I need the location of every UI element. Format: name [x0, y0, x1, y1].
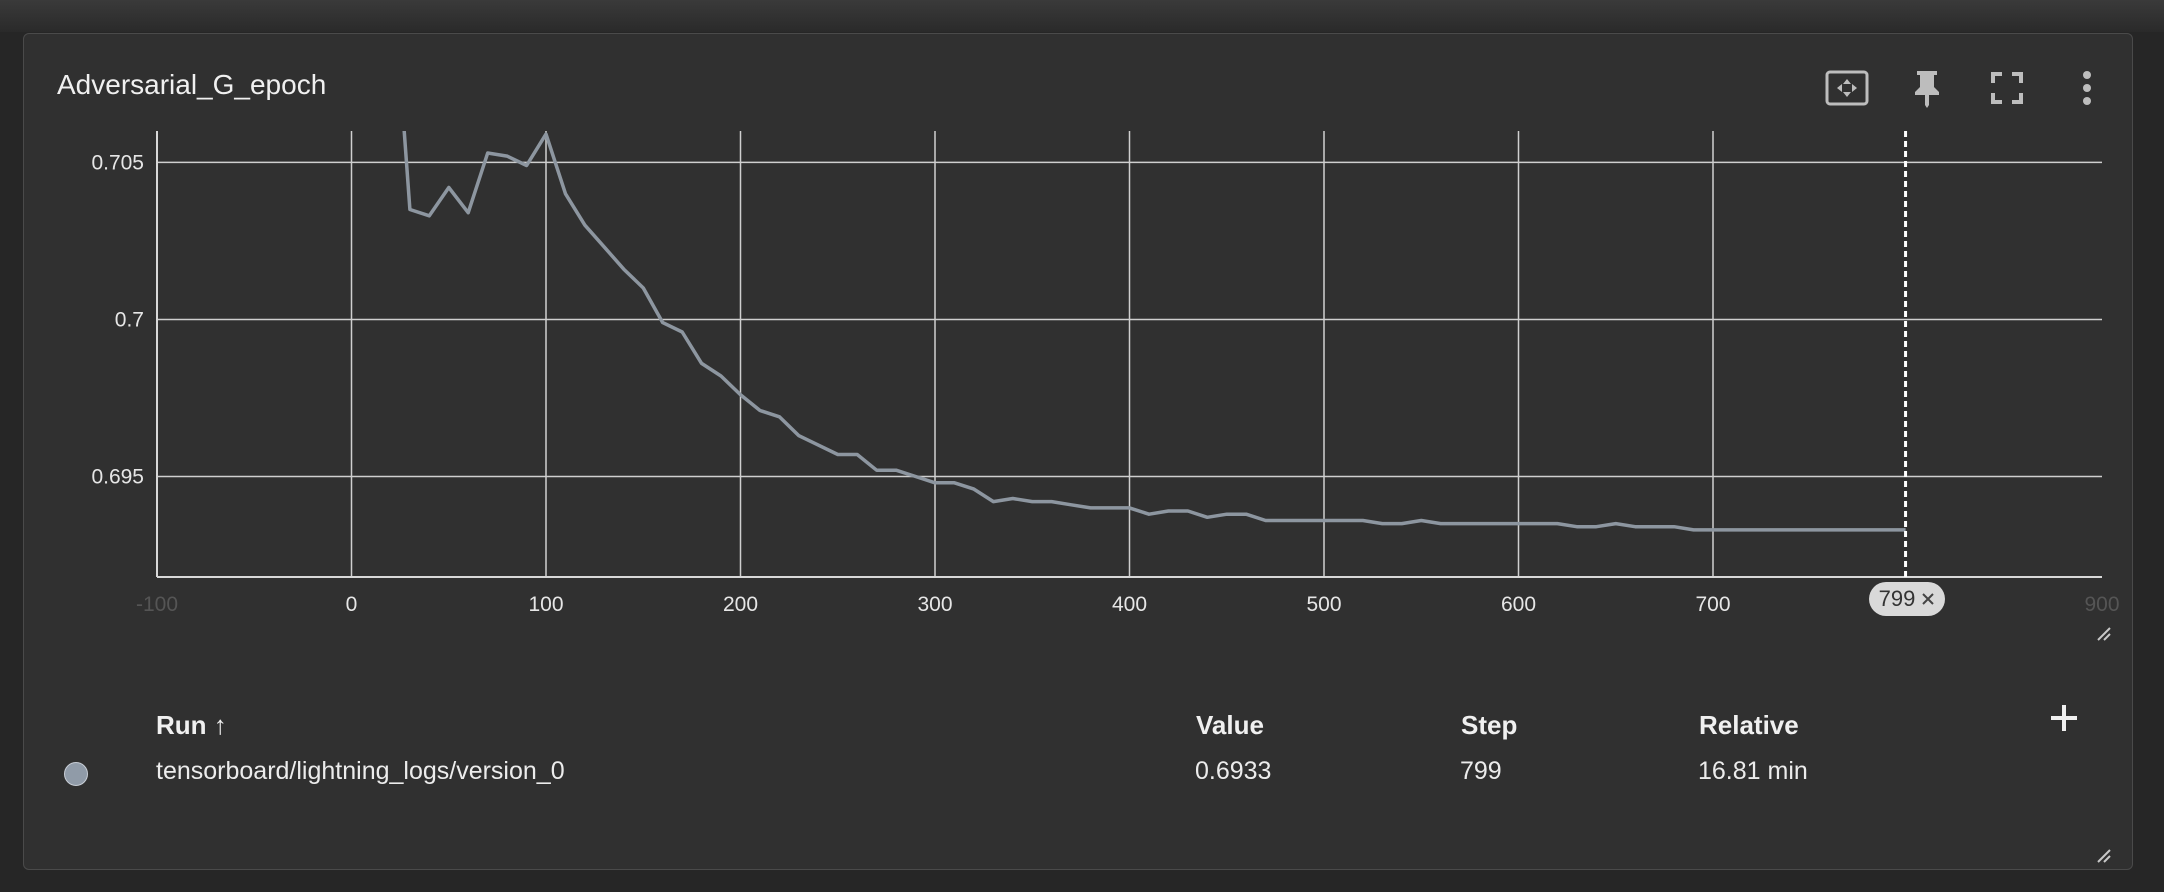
x-tick-label: 600 [1501, 593, 1536, 616]
table-resize-icon[interactable] [2094, 846, 2112, 864]
x-tick-label: 400 [1112, 593, 1147, 616]
pin-icon [1915, 71, 1939, 108]
fit-domain-button[interactable] [1821, 62, 1873, 114]
x-tick-label: -100 [136, 593, 178, 616]
hover-step-label: 799 [1878, 586, 1916, 611]
y-tick-label: 0.7 [115, 308, 144, 331]
pin-button[interactable] [1901, 62, 1953, 114]
y-tick-label: 0.705 [91, 151, 144, 174]
x-tick-label: 900 [2084, 593, 2119, 616]
x-tick-label: 100 [528, 593, 563, 616]
hover-step-badge[interactable]: 799 [1869, 582, 1945, 616]
series-line [402, 131, 1906, 532]
column-header-step[interactable]: Step [1461, 710, 1518, 740]
x-tick-label: 0 [346, 593, 358, 616]
fit-to-domain-icon [1825, 70, 1869, 106]
column-header-value[interactable]: Value [1196, 710, 1264, 740]
more-options-button[interactable] [2061, 62, 2113, 114]
run-step: 799 [1460, 757, 1502, 785]
app-top-bar [0, 0, 2164, 32]
fullscreen-icon [1991, 72, 2023, 104]
x-tick-label: 300 [917, 593, 952, 616]
more-vert-icon [2083, 71, 2091, 105]
run-name: tensorboard/lightning_logs/version_0 [156, 757, 565, 785]
add-column-button[interactable] [2042, 696, 2086, 740]
scalar-card: Adversarial_G_epoch -100 0 100 200 300 400 500… [23, 33, 2133, 870]
column-header-relative[interactable]: Relative [1699, 710, 1799, 740]
chart-resize-icon[interactable] [2094, 624, 2112, 642]
close-icon[interactable] [1921, 592, 1935, 606]
run-relative: 16.81 min [1698, 757, 1808, 785]
x-tick-label: 700 [1695, 593, 1730, 616]
run-color-swatch[interactable] [64, 762, 88, 786]
fullscreen-button[interactable] [1981, 62, 2033, 114]
line-chart[interactable]: -100 0 100 200 300 400 500 600 700 900 0.705 0.7 0.6… [24, 34, 2134, 654]
add-icon [2051, 705, 2077, 731]
y-tick-label: 0.695 [91, 465, 144, 488]
card-title: Adversarial_G_epoch [57, 69, 327, 100]
column-header-run[interactable]: Run ↑ [156, 710, 227, 740]
run-value: 0.6933 [1195, 757, 1272, 785]
x-tick-label: 500 [1306, 593, 1341, 616]
x-tick-label: 200 [723, 593, 758, 616]
